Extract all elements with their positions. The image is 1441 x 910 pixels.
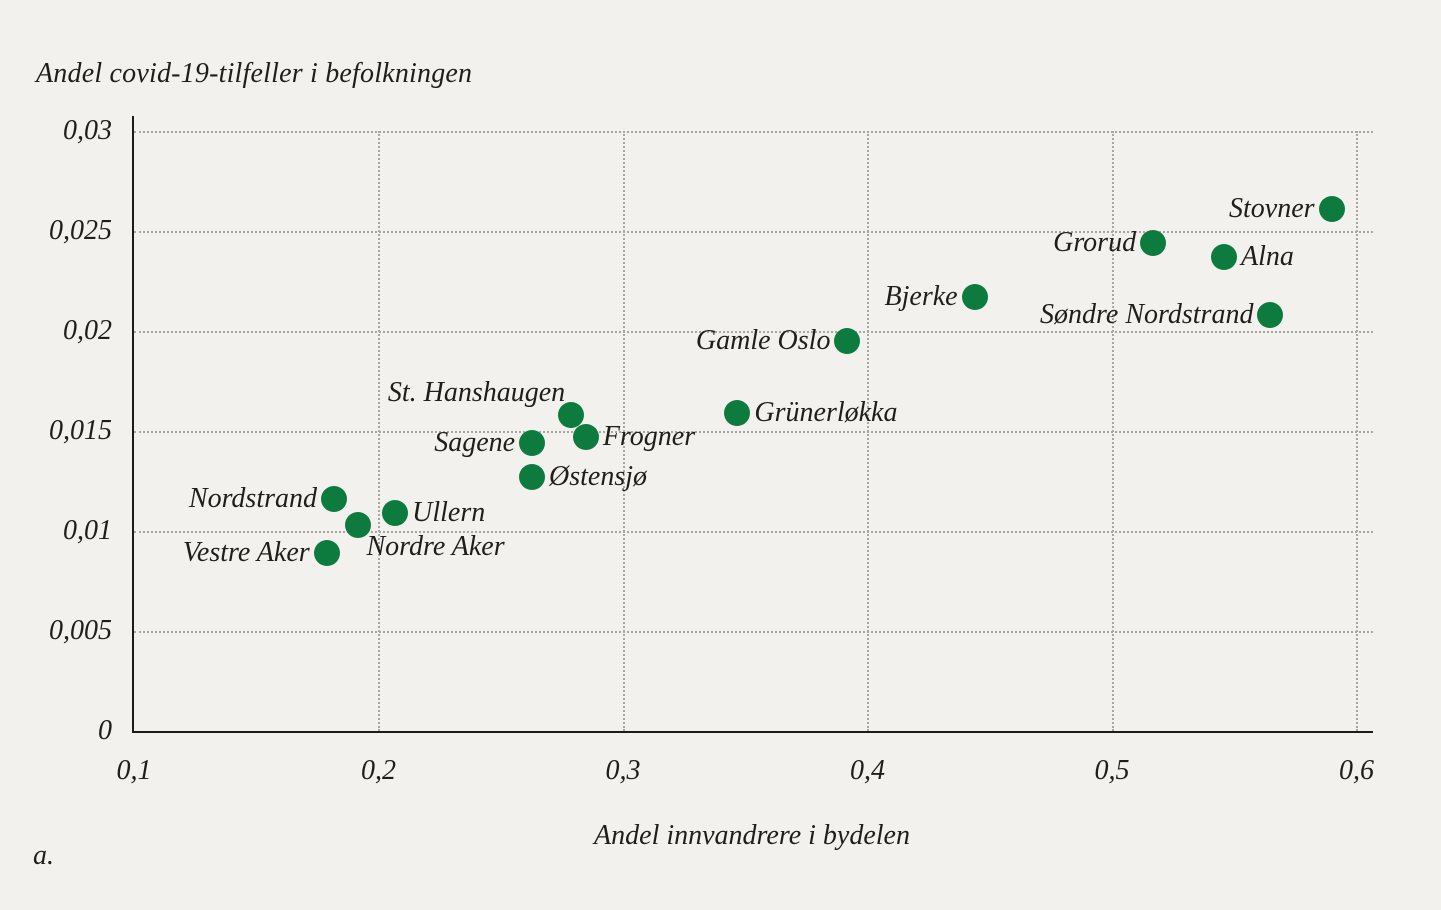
- data-point-dot: [1140, 230, 1167, 256]
- y-axis-title: Andel covid-19-tilfeller i befolkningen: [36, 58, 473, 89]
- data-point-label: Vestre Aker: [182, 537, 310, 568]
- data-point-dot: [834, 328, 861, 354]
- data-point-dot: [519, 430, 546, 456]
- gridline-vertical: [378, 131, 380, 731]
- x-tick-label: 0,6: [1339, 755, 1374, 786]
- y-tick-label: 0,02: [63, 315, 112, 346]
- data-point-dot: [519, 464, 546, 490]
- y-tick-label: 0: [98, 715, 112, 746]
- gridline-horizontal: [133, 231, 1373, 233]
- data-point-label: Bjerke: [884, 281, 958, 312]
- data-point-label: Nordstrand: [188, 483, 317, 514]
- x-axis-title: Andel innvandrere i bydelen: [594, 820, 910, 851]
- panel-label: a.: [33, 840, 54, 871]
- data-point-label: Alna: [1240, 241, 1294, 272]
- y-tick-label: 0,03: [63, 115, 112, 146]
- gridline-vertical: [867, 131, 869, 731]
- data-point-dot: [558, 402, 585, 428]
- data-point-label: Østensjø: [549, 461, 648, 492]
- data-point-label: Sagene: [434, 427, 516, 458]
- y-tick-label: 0,005: [49, 615, 112, 646]
- x-tick-label: 0,2: [361, 755, 396, 786]
- data-point-label: Stovner: [1229, 193, 1315, 224]
- gridline-horizontal: [133, 431, 1373, 433]
- data-point-dot: [961, 284, 988, 310]
- data-point-label: Ullern: [412, 497, 486, 528]
- data-point-dot: [345, 512, 372, 538]
- gridline-horizontal: [133, 331, 1373, 333]
- gridline-horizontal: [133, 131, 1373, 133]
- data-point-dot: [320, 486, 347, 512]
- data-point-dot: [1210, 244, 1237, 270]
- data-point-label: Gamle Oslo: [695, 325, 831, 356]
- data-point-dot: [1318, 196, 1345, 222]
- plot-area: Stovner Grorud Alna Søndre Nordstrand Bjerke…: [131, 116, 1373, 733]
- y-tick-label: 0,015: [49, 415, 112, 446]
- data-point-dot: [572, 424, 599, 450]
- data-point-label: Frogner: [602, 421, 696, 452]
- x-tick-label: 0,1: [116, 755, 152, 786]
- data-point-label: Grorud: [1053, 227, 1137, 258]
- data-point-label: St. Hanshaugen: [387, 377, 566, 408]
- gridline-vertical: [622, 131, 625, 731]
- data-point-dot: [724, 400, 751, 426]
- data-point-label: Grünerløkka: [754, 397, 898, 428]
- gridline-vertical: [1356, 131, 1358, 731]
- data-point-label: Søndre Nordstrand: [1040, 299, 1254, 330]
- data-point-dot: [1257, 302, 1284, 328]
- gridline-horizontal: [133, 631, 1373, 633]
- data-point-dot: [382, 500, 409, 526]
- y-tick-label: 0,025: [49, 215, 112, 246]
- x-tick-label: 0,5: [1094, 755, 1130, 786]
- gridline-vertical: [1111, 131, 1114, 731]
- data-point-label: Nordre Aker: [366, 531, 505, 562]
- x-tick-label: 0,4: [850, 755, 885, 786]
- data-point-dot: [313, 540, 340, 566]
- gridline-horizontal: [133, 531, 1373, 533]
- y-tick-label: 0,01: [63, 515, 112, 546]
- x-tick-label: 0,3: [605, 755, 641, 786]
